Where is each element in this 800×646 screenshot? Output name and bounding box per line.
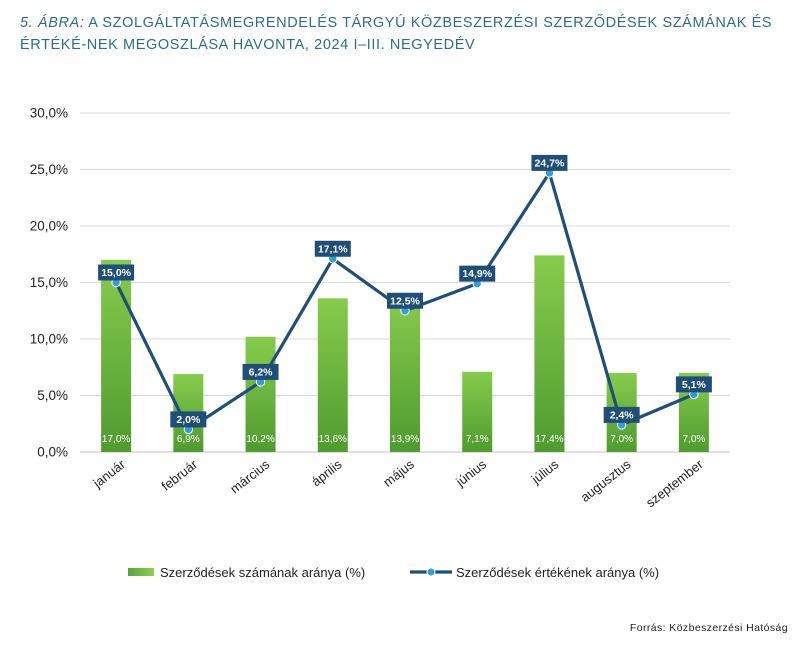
bar-value-label: 17,0% <box>102 434 130 445</box>
line-label-box <box>98 264 135 281</box>
y-tick-label: 30,0% <box>30 106 68 121</box>
bar <box>462 371 493 452</box>
line-value-label: 24,7% <box>535 157 565 169</box>
line-value-label: 14,9% <box>462 268 492 280</box>
x-tick-label: június <box>452 456 489 490</box>
legend-swatch-bars <box>128 568 154 576</box>
line-value-label: 12,5% <box>390 295 420 307</box>
line-label-box <box>531 154 568 171</box>
line-label-box <box>675 376 712 393</box>
bar <box>390 294 420 452</box>
figure-title: 5. ÁBRA: A SZOLGÁLTATÁSMEGRENDELÉS TÁRGY… <box>20 12 790 56</box>
line-data-labels: 15,0% 2,0% 6,2% 17,1% 12,5% 14,9% 24,7% 2,4% 5,1… <box>98 154 712 428</box>
x-tick-label: augusztus <box>578 456 634 505</box>
combo-chart: 0,0% 5,0% 10,0% 15,0% 20,0% 25,0% 30,0% 17,0% 6… <box>30 106 730 580</box>
line-label-box <box>387 292 423 309</box>
bar-value-label: 7,0% <box>610 434 633 445</box>
y-axis: 0,0% 5,0% 10,0% 15,0% 20,0% 25,0% 30,0% <box>30 106 68 460</box>
line-label-box <box>170 411 207 428</box>
line-value-label: 2,0% <box>176 414 201 426</box>
bar-data-labels: 17,0% 6,9% 10,2% 13,6% 13,9% 7,1% 17,4% 7,0% 7,0… <box>102 434 705 445</box>
x-tick-label: április <box>309 456 345 489</box>
line-value-label: 6,2% <box>249 366 274 378</box>
x-tick-label: július <box>528 456 562 487</box>
line-label-box <box>603 406 640 423</box>
bar <box>245 336 276 452</box>
line-value-label: 5,1% <box>682 379 707 391</box>
bar-value-label: 7,0% <box>682 434 705 445</box>
bar-series <box>101 255 709 452</box>
y-tick-label: 10,0% <box>30 332 68 347</box>
y-tick-label: 15,0% <box>30 275 68 290</box>
bar-value-label: 7,1% <box>466 434 489 445</box>
y-tick-label: 20,0% <box>30 219 68 234</box>
y-tick-label: 5,0% <box>37 388 68 403</box>
bar <box>101 259 132 452</box>
source-note: Forrás: Közbeszerzési Hatóság <box>629 622 788 634</box>
x-tick-label: május <box>380 456 417 489</box>
legend: Szerződések számának aránya (%) Szerződés… <box>128 565 659 580</box>
bar-value-label: 6,9% <box>177 434 200 445</box>
line-value-label: 17,1% <box>318 243 348 255</box>
bar-value-label: 13,9% <box>391 434 419 445</box>
bar-value-label: 10,2% <box>246 434 274 445</box>
line-label-box <box>314 240 351 257</box>
y-tick-label: 0,0% <box>37 445 68 460</box>
y-tick-label: 25,0% <box>30 162 68 177</box>
bar-value-label: 17,4% <box>535 434 563 445</box>
line-value-label: 15,0% <box>101 267 131 279</box>
bar <box>534 255 565 452</box>
x-tick-label: február <box>158 456 200 494</box>
bar <box>317 298 348 452</box>
figure-prefix: 5. ÁBRA: <box>20 15 85 31</box>
figure-title-text: A SZOLGÁLTATÁSMEGRENDELÉS TÁRGYÚ KÖZBESZ… <box>20 15 773 53</box>
x-tick-label: január <box>89 456 128 491</box>
x-axis: január február március április május június jú… <box>89 456 706 510</box>
line-label-box <box>459 265 496 282</box>
legend-label-bars: Szerződések számának aránya (%) <box>160 565 365 580</box>
bar-value-label: 13,6% <box>319 434 347 445</box>
x-tick-label: március <box>227 456 272 496</box>
legend-label-line: Szerződések értékének aránya (%) <box>456 565 659 580</box>
x-tick-label: szeptember <box>643 456 706 510</box>
line-value-label: 2,4% <box>610 409 635 421</box>
line-label-box <box>242 363 279 380</box>
legend-marker-line <box>426 567 436 577</box>
